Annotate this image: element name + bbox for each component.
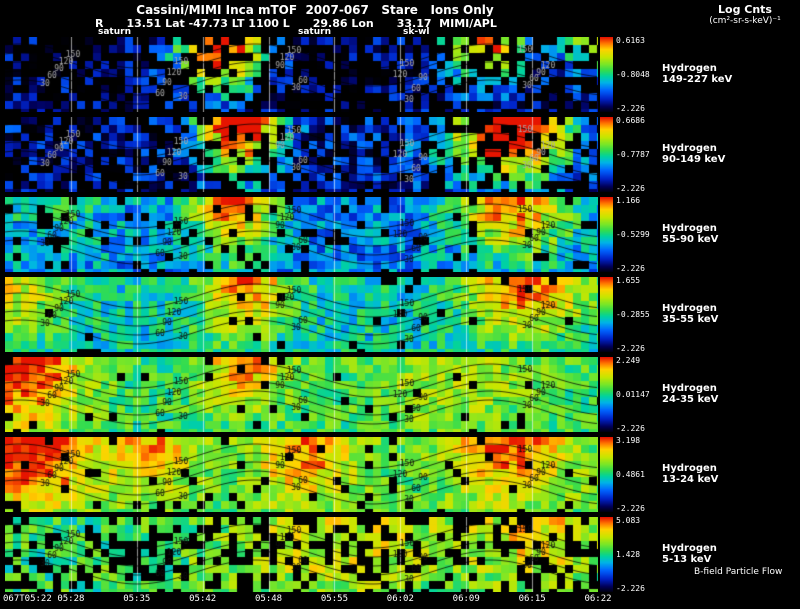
time-tick-10: 06:22 bbox=[584, 594, 612, 604]
panel-species-label: Hydrogen bbox=[662, 462, 717, 474]
time-tick-8: 06:09 bbox=[452, 594, 480, 604]
colorbar-tick-top-4: 1.655 bbox=[616, 276, 641, 285]
colorbar-tick-top-6: 3.198 bbox=[616, 436, 641, 445]
colorbar-tick-bottom-3: -2.226 bbox=[616, 264, 645, 273]
panel-species-label: Hydrogen bbox=[662, 542, 717, 554]
colorbar-tick-top-3: 1.166 bbox=[616, 196, 641, 205]
colorbar-2 bbox=[600, 117, 613, 192]
panel-species-label: Hydrogen bbox=[662, 382, 717, 394]
time-tick-7: 06:02 bbox=[386, 594, 414, 604]
panel-energy-range-label: 24-35 keV bbox=[662, 393, 719, 405]
colorbar-1 bbox=[600, 37, 613, 112]
panel-label-2: Hydrogen 90-149 keV bbox=[662, 143, 797, 165]
spectrogram-panel-2 bbox=[5, 117, 598, 192]
colorbar-tick-mid-4: -0.2855 bbox=[616, 309, 650, 319]
panel-label-1: Hydrogen 149-227 keV bbox=[662, 63, 797, 85]
bfield-particle-flow-label: B-field Particle Flow bbox=[694, 567, 783, 577]
panel-label-4: Hydrogen 35-55 keV bbox=[662, 303, 797, 325]
time-tick-9: 06:15 bbox=[518, 594, 546, 604]
colorbar-tick-bottom-6: -2.226 bbox=[616, 504, 645, 513]
panel-energy-range-label: 55-90 keV bbox=[662, 233, 719, 245]
fov-marker-1: saturn bbox=[98, 27, 131, 37]
panel-energy-range-label: 90-149 keV bbox=[662, 153, 726, 165]
spectrogram-panel-6 bbox=[5, 437, 598, 512]
spectrogram-panel-4 bbox=[5, 277, 598, 352]
panel-energy-range-label: 35-55 keV bbox=[662, 313, 719, 325]
time-tick-6: 05:55 bbox=[320, 594, 348, 604]
spectrogram-panel-3 bbox=[5, 197, 598, 272]
colorbar-legend: Log Cnts (cm²-sr-s-keV)⁻¹ bbox=[693, 3, 797, 26]
spectrogram-panel-7 bbox=[5, 517, 598, 592]
panel-species-label: Hydrogen bbox=[662, 302, 717, 314]
panel-energy-range-label: 13-24 keV bbox=[662, 473, 719, 485]
legend-title: Log Cnts bbox=[718, 3, 772, 16]
ephemeris-readout: R 13.51 Lat -47.73 LT 1100 L 29.86 Lon 3… bbox=[95, 17, 497, 30]
time-tick-2: 05:28 bbox=[57, 594, 85, 604]
legend-units: (cm²-sr-s-keV)⁻¹ bbox=[709, 16, 781, 26]
panel-species-label: Hydrogen bbox=[662, 62, 717, 74]
panel-label-6: Hydrogen 13-24 keV bbox=[662, 463, 797, 485]
colorbar-tick-mid-7: 1.428 bbox=[616, 549, 641, 559]
colorbar-7 bbox=[600, 517, 613, 592]
colorbar-tick-bottom-1: -2.226 bbox=[616, 104, 645, 113]
colorbar-tick-mid-1: -0.8048 bbox=[616, 69, 650, 79]
colorbar-3 bbox=[600, 197, 613, 272]
colorbar-tick-mid-6: 0.4861 bbox=[616, 469, 645, 479]
panel-species-label: Hydrogen bbox=[662, 142, 717, 154]
fov-marker-2: saturn bbox=[298, 27, 331, 37]
colorbar-tick-mid-2: -0.7787 bbox=[616, 149, 650, 159]
colorbar-tick-top-2: 0.6686 bbox=[616, 116, 645, 125]
colorbar-tick-mid-3: -0.5299 bbox=[616, 229, 650, 239]
colorbar-tick-top-7: 5.083 bbox=[616, 516, 641, 525]
panel-label-5: Hydrogen 24-35 keV bbox=[662, 383, 797, 405]
time-tick-3: 05:35 bbox=[123, 594, 151, 604]
colorbar-tick-bottom-4: -2.226 bbox=[616, 344, 645, 353]
colorbar-5 bbox=[600, 357, 613, 432]
panel-label-3: Hydrogen 55-90 keV bbox=[662, 223, 797, 245]
spectrogram-panel-1 bbox=[5, 37, 598, 112]
colorbar-tick-top-1: 0.6163 bbox=[616, 36, 645, 45]
spectrogram-panel-5 bbox=[5, 357, 598, 432]
panel-energy-range-label: 5-13 keV bbox=[662, 553, 712, 565]
plot-title: Cassini/MIMI Inca mTOF 2007-067 Stare Io… bbox=[136, 3, 494, 17]
panel-energy-range-label: 149-227 keV bbox=[662, 73, 733, 85]
panel-label-7: Hydrogen 5-13 keV bbox=[662, 543, 797, 565]
time-tick-1: 067T05:22 bbox=[3, 594, 52, 604]
fov-marker-3: sk-wl bbox=[403, 27, 430, 37]
time-tick-4: 05:42 bbox=[189, 594, 217, 604]
colorbar-tick-top-5: 2.249 bbox=[616, 356, 641, 365]
colorbar-tick-bottom-2: -2.226 bbox=[616, 184, 645, 193]
colorbar-6 bbox=[600, 437, 613, 512]
colorbar-tick-bottom-7: -2.226 bbox=[616, 584, 645, 593]
colorbar-4 bbox=[600, 277, 613, 352]
panel-species-label: Hydrogen bbox=[662, 222, 717, 234]
colorbar-tick-mid-5: 0.01147 bbox=[616, 389, 650, 399]
time-tick-5: 05:48 bbox=[255, 594, 283, 604]
colorbar-tick-bottom-5: -2.226 bbox=[616, 424, 645, 433]
